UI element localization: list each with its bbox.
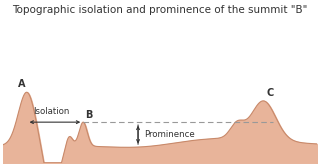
Text: Prominence: Prominence	[144, 130, 195, 139]
Text: Topographic isolation and prominence of the summit "B": Topographic isolation and prominence of …	[12, 5, 308, 15]
Text: Isolation: Isolation	[34, 107, 70, 116]
Text: C: C	[266, 88, 274, 98]
Text: A: A	[18, 79, 26, 89]
Text: B: B	[85, 110, 93, 120]
